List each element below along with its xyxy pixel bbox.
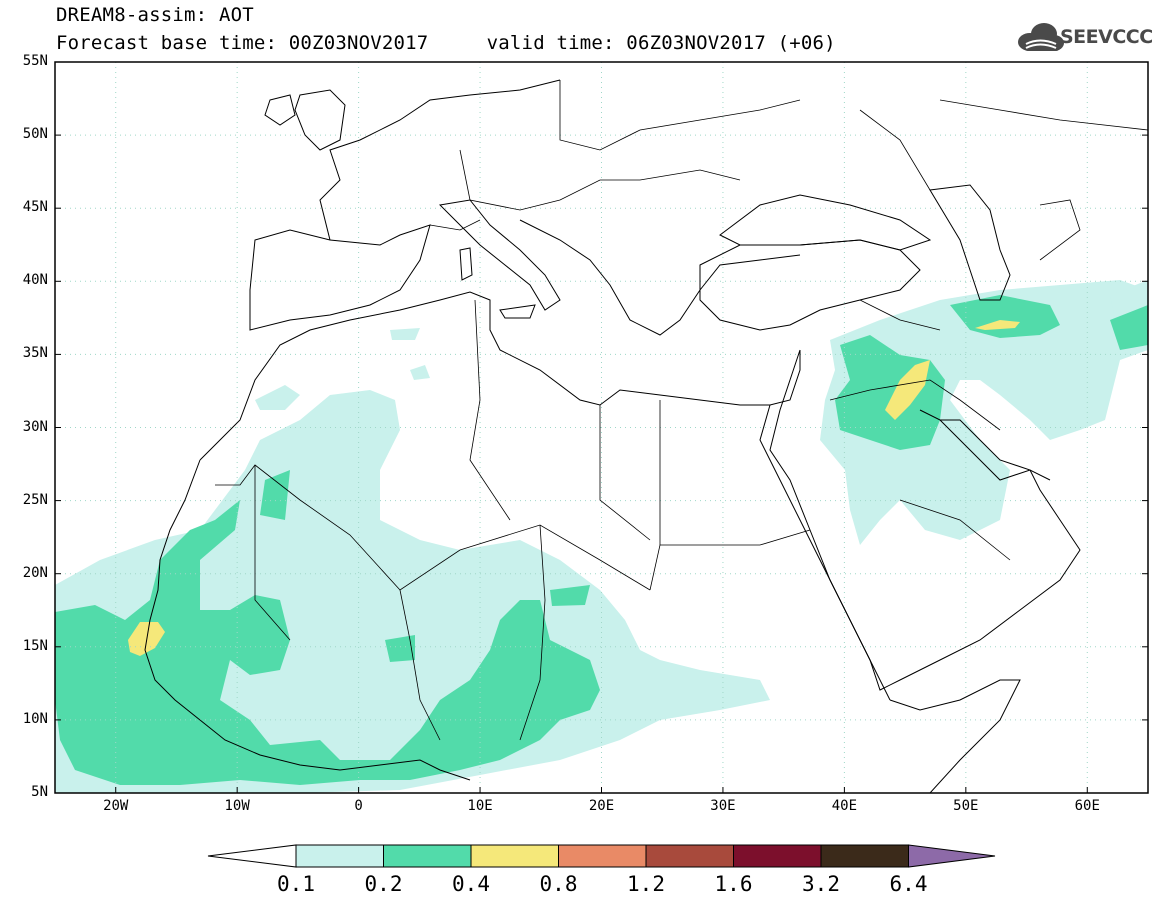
colorbar-label: 0.2 bbox=[364, 872, 403, 896]
borders bbox=[215, 80, 1148, 741]
title-line-times: Forecast base time: 00Z03NOV2017 valid t… bbox=[56, 32, 836, 54]
map-grid bbox=[55, 62, 1148, 793]
lat-label: 15N bbox=[22, 637, 48, 654]
colorbar-segment bbox=[383, 844, 472, 868]
lon-label: 60E bbox=[1074, 798, 1100, 814]
lat-label: 5N bbox=[31, 784, 48, 800]
lon-label: 30E bbox=[710, 798, 736, 814]
cloud-logo-icon bbox=[1018, 23, 1064, 51]
coastlines bbox=[144, 79, 1081, 793]
lat-label: 30N bbox=[22, 418, 48, 435]
aot-level-0.2 bbox=[55, 295, 1148, 785]
colorbar-label: 0.8 bbox=[539, 872, 578, 896]
colorbar-segment bbox=[733, 844, 822, 868]
lon-label: 20E bbox=[588, 798, 615, 814]
colorbar-segment bbox=[820, 844, 909, 868]
colorbar-segment bbox=[470, 844, 559, 868]
lat-label: 50N bbox=[22, 126, 48, 143]
lat-label: 45N bbox=[22, 199, 48, 216]
lat-label: 40N bbox=[22, 272, 48, 289]
colorbar-label: 3.2 bbox=[802, 872, 840, 896]
colorbar-lower-extension bbox=[207, 844, 297, 868]
lon-label: 50E bbox=[953, 798, 979, 814]
colorbar-label: 0.4 bbox=[452, 872, 490, 896]
colorbar-label: 0.1 bbox=[277, 872, 315, 896]
lat-label: 10N bbox=[22, 710, 48, 727]
axis-ticks bbox=[55, 61, 1148, 794]
colorbar-label: 1.2 bbox=[627, 872, 665, 896]
colorbar bbox=[207, 844, 996, 868]
lat-label: 35N bbox=[22, 345, 48, 362]
colorbar-upper-extension bbox=[908, 844, 996, 868]
lon-label: 10W bbox=[224, 798, 250, 814]
logo-text: SEEVCCC bbox=[1060, 26, 1153, 48]
lat-label: 55N bbox=[22, 53, 48, 69]
lon-label: 10E bbox=[467, 798, 493, 814]
title-line-variable: DREAM8-assim: AOT bbox=[56, 4, 254, 26]
colorbar-label: 6.4 bbox=[889, 872, 928, 896]
lat-label: 25N bbox=[22, 491, 48, 508]
lon-label: 20W bbox=[103, 798, 129, 814]
lon-label: 0 bbox=[354, 798, 363, 814]
lon-label: 40E bbox=[831, 798, 858, 814]
colorbar-segment bbox=[295, 844, 384, 868]
aot-shading bbox=[55, 280, 1148, 793]
lat-label: 20N bbox=[22, 564, 48, 581]
colorbar-segment bbox=[558, 844, 647, 868]
colorbar-label: 1.6 bbox=[714, 872, 753, 896]
colorbar-segment bbox=[645, 844, 734, 868]
